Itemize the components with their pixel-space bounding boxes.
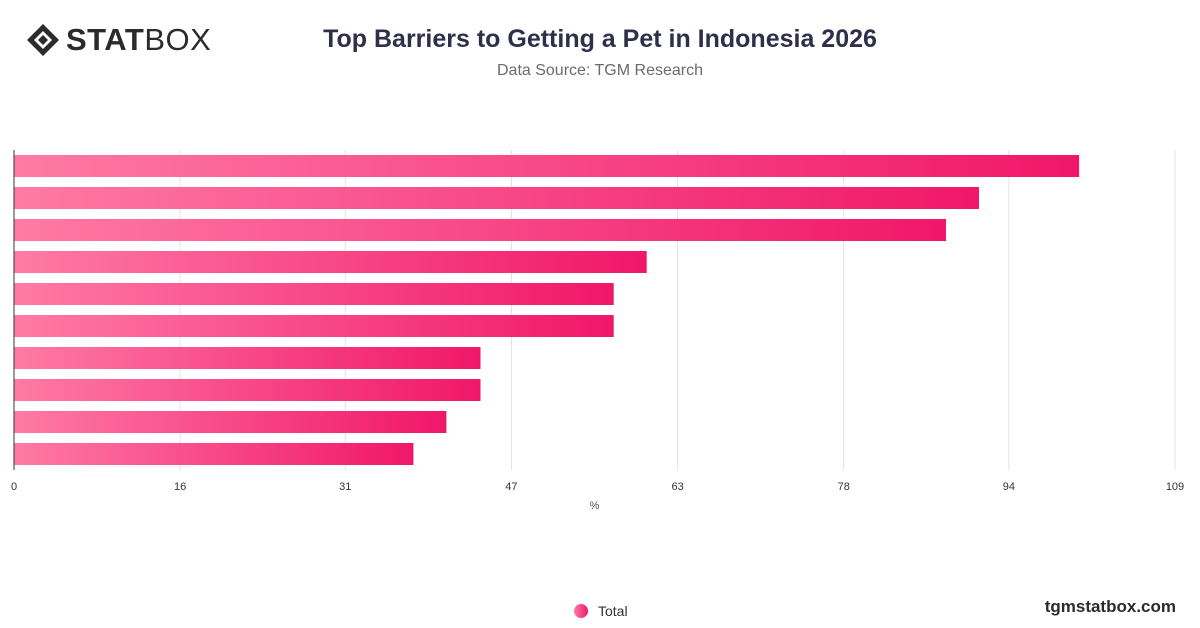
- x-tick-label: 63: [671, 481, 683, 493]
- statbox-logo: STATBOX: [26, 22, 211, 58]
- bar[interactable]: [14, 155, 1080, 177]
- x-axis: 0 16 31 47 63 78 94 109%: [11, 150, 1184, 512]
- x-tick-label: 109: [1166, 481, 1184, 493]
- statbox-diamond-icon: [27, 24, 59, 56]
- x-tick-label: 78: [838, 481, 850, 493]
- legend-label-total: Total: [598, 603, 628, 619]
- x-tick-label: 31: [339, 481, 351, 493]
- bar[interactable]: [14, 379, 481, 401]
- bar[interactable]: [14, 347, 481, 369]
- x-tick-label: 0: [11, 481, 17, 493]
- chart-title: Top Barriers to Getting a Pet in Indones…: [323, 25, 877, 53]
- bar[interactable]: [14, 411, 447, 433]
- watermark: tgmstatbox.com: [1044, 597, 1176, 616]
- x-tick-label: 16: [174, 481, 186, 493]
- bar[interactable]: [14, 315, 614, 337]
- bar[interactable]: [14, 251, 647, 273]
- bar[interactable]: [14, 283, 614, 305]
- x-tick-label: 47: [505, 481, 517, 493]
- legend[interactable]: Total: [574, 603, 628, 619]
- bar[interactable]: [14, 219, 946, 241]
- x-axis-title: %: [590, 500, 600, 512]
- x-tick-label: 94: [1003, 481, 1015, 493]
- bars: [14, 155, 1080, 465]
- legend-marker: [574, 604, 588, 618]
- bar[interactable]: [14, 187, 979, 209]
- chart-subtitle: Data Source: TGM Research: [496, 62, 703, 79]
- logo-text-light: BOX: [144, 22, 212, 57]
- logo-text-bold: STAT: [66, 22, 145, 57]
- bar[interactable]: [14, 443, 414, 465]
